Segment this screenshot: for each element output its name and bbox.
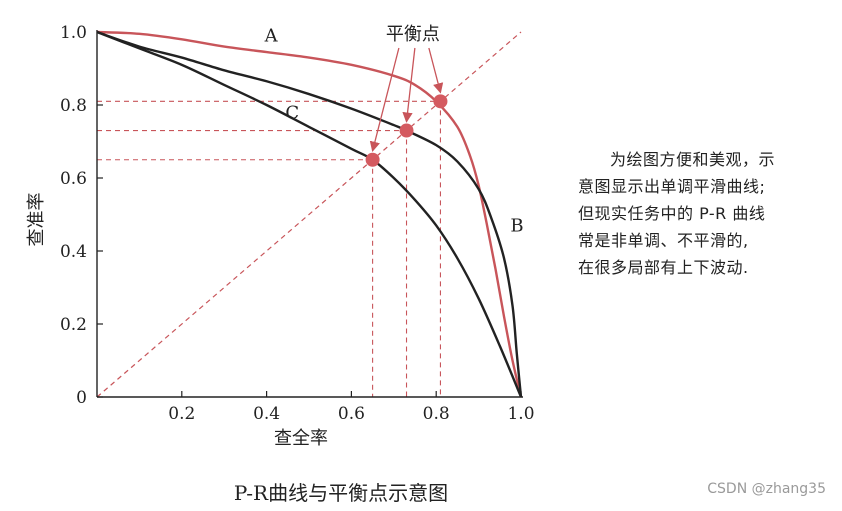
- x-tick-label: 0.4: [253, 404, 280, 424]
- note-line: 为绘图方便和美观，示: [610, 150, 776, 169]
- y-axis-label: 查准率: [26, 193, 47, 247]
- break-even-point-a: [433, 94, 448, 109]
- y-tick-label: 0: [76, 388, 87, 408]
- note-line: 但现实任务中的 P-R 曲线: [578, 204, 766, 223]
- y-tick-label: 0.4: [60, 242, 87, 262]
- pr-curve-a: [96, 30, 523, 398]
- y-tick-label: 0.6: [60, 169, 87, 189]
- note-line: 在很多局部有上下波动.: [578, 258, 749, 277]
- break-even-point-b: [399, 123, 414, 138]
- x-tick-label: 0.6: [338, 404, 365, 424]
- chart-labels: A B C 平衡点: [264, 24, 524, 236]
- chart-caption: P-R曲线与平衡点示意图: [0, 477, 842, 506]
- break-even-point-c: [365, 152, 380, 167]
- explanation-note: 为绘图方便和美观，示 意图显示出单调平滑曲线; 但现实任务中的 P-R 曲线 常…: [578, 146, 828, 281]
- x-tick-label: 1.0: [507, 404, 534, 424]
- break-even-points: [365, 94, 448, 167]
- x-axis-label: 查全率: [274, 428, 328, 449]
- note-line: 常是非单调、不平滑的,: [578, 231, 749, 250]
- annotation-arrow: [402, 47, 416, 123]
- watermark: CSDN @zhang35: [707, 481, 826, 497]
- annotation-arrow: [428, 47, 444, 94]
- chart-title: P-R曲线与平衡点示意图: [233, 481, 449, 505]
- curve-label-b: B: [510, 215, 523, 236]
- x-tick-label: 0.8: [423, 404, 450, 424]
- break-even-annotation: 平衡点: [386, 24, 440, 45]
- curve-label-a: A: [264, 26, 279, 47]
- x-tick-label: 0.2: [168, 404, 195, 424]
- curve-label-c: C: [285, 102, 299, 123]
- y-tick-label: 0.2: [60, 315, 87, 335]
- reference-lines: [96, 31, 522, 398]
- axes: 0.2 0.4 0.6 0.8 1.0 0 0.2 0.4 0.6 0.8 1.0 查全率 查准率: [26, 23, 535, 449]
- y-tick-label: 0.8: [60, 96, 87, 116]
- note-line: 意图显示出单调平滑曲线;: [578, 177, 766, 196]
- diagonal-reference-line: [96, 31, 522, 398]
- annotation-arrow: [369, 47, 400, 153]
- y-tick-label: 1.0: [60, 23, 87, 43]
